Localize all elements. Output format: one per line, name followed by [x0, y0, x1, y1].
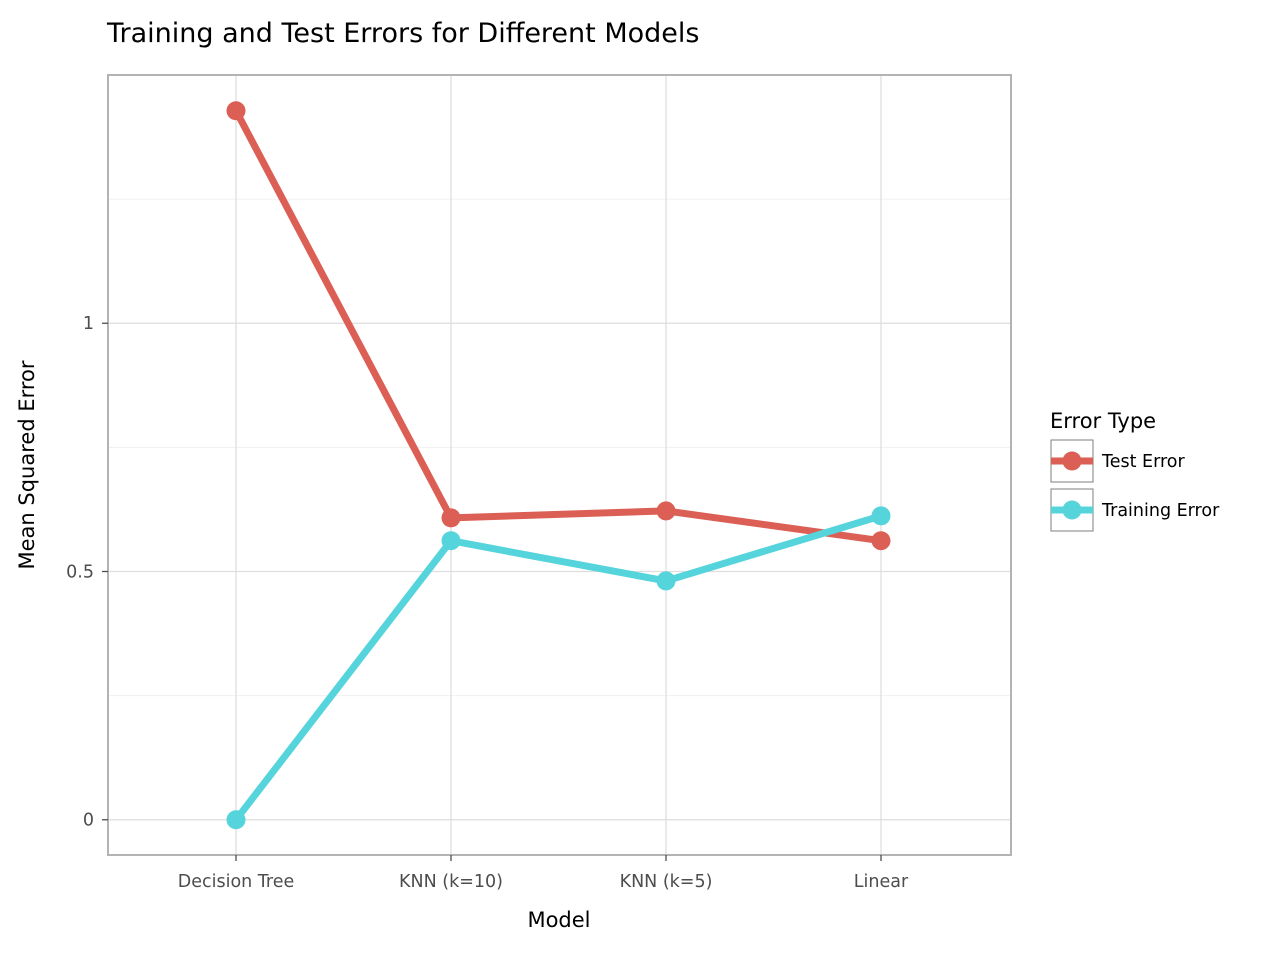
x-tick-label: Decision Tree [178, 872, 295, 892]
plot-panel [108, 75, 1011, 855]
y-tick-label: 0 [83, 811, 94, 831]
data-point-training-error [656, 571, 676, 591]
series-line-test-error [232, 109, 882, 545]
series-layer [226, 101, 891, 830]
x-axis-title: Model [527, 908, 590, 932]
data-point-training-error [226, 810, 246, 830]
data-point-test-error [226, 101, 246, 121]
legend-label: Test Error [1101, 452, 1185, 472]
legend-items: Test Error Training Error [1050, 439, 1220, 532]
data-point-training-error [441, 531, 461, 551]
y-axis-title: Mean Squared Error [15, 360, 39, 569]
grid-minor [108, 198, 1011, 697]
x-axis-ticks: Decision Tree KNN (k=10) KNN (k=5) Linear [178, 855, 909, 892]
x-tick-label: Linear [854, 872, 909, 892]
legend-key-point [1062, 451, 1082, 471]
data-point-test-error [441, 508, 461, 528]
y-tick-label: 1 [83, 314, 94, 334]
legend-item-test-error: Test Error [1050, 439, 1185, 483]
series-line-training-error [233, 512, 883, 822]
legend-key-point [1062, 500, 1082, 520]
data-point-test-error [871, 531, 891, 551]
x-tick-label: KNN (k=10) [399, 872, 503, 892]
legend-title: Error Type [1050, 409, 1156, 433]
grid-major [108, 75, 1011, 855]
plot-border [107, 74, 1012, 856]
legend-label: Training Error [1101, 501, 1220, 521]
data-point-test-error [656, 501, 676, 521]
y-tick-label: 0.5 [66, 562, 94, 582]
x-tick-label: KNN (k=5) [620, 872, 713, 892]
legend-item-training-error: Training Error [1050, 488, 1220, 532]
data-point-training-error [871, 506, 891, 526]
legend: Error Type Test Error Training Error [1050, 409, 1220, 532]
chart-title: Training and Test Errors for Different M… [106, 18, 699, 49]
y-axis-ticks: 00.51 [66, 314, 108, 831]
